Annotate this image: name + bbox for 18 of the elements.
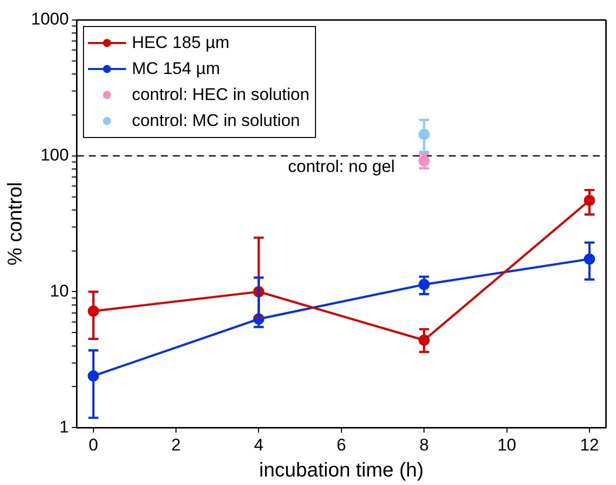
y-axis-title: % control xyxy=(4,182,27,266)
x-tick-label: 4 xyxy=(254,435,264,454)
y-tick-label: 10 xyxy=(50,281,69,300)
x-tick-label: 8 xyxy=(419,435,429,454)
x-tick-label: 6 xyxy=(336,435,346,454)
y-tick-label: 1000 xyxy=(30,10,69,29)
y-tick-label: 1 xyxy=(59,417,69,436)
ref-line-label: control: no gel xyxy=(288,157,395,176)
x-tick-label: 0 xyxy=(88,435,98,454)
x-axis-title: incubation time (h) xyxy=(259,460,424,482)
y-tick-label: 100 xyxy=(40,146,69,165)
legend-label: control: HEC in solution xyxy=(132,84,310,106)
legend-label: control: MC in solution xyxy=(132,110,300,132)
legend-label: HEC 185 µm xyxy=(132,32,230,54)
x-tick-label: 10 xyxy=(497,435,516,454)
x-tick-label: 2 xyxy=(171,435,181,454)
x-tick-label: 12 xyxy=(580,435,599,454)
legend-label: MC 154 µm xyxy=(132,58,220,80)
